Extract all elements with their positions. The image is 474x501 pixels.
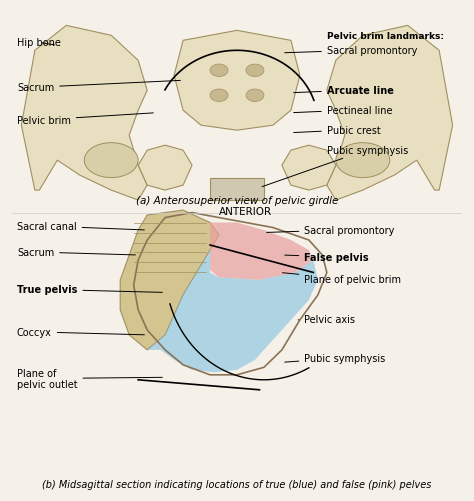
Polygon shape [210,223,313,281]
Polygon shape [327,26,453,201]
Bar [210,178,264,201]
Text: Coccyx: Coccyx [17,327,145,337]
Text: Plane of
pelvic outlet: Plane of pelvic outlet [17,368,163,389]
Ellipse shape [246,65,264,77]
Polygon shape [174,31,300,131]
Text: False pelvis: False pelvis [285,253,369,263]
Ellipse shape [336,143,390,178]
Ellipse shape [210,65,228,77]
Polygon shape [282,146,336,191]
Text: Pelvic brim: Pelvic brim [17,114,154,125]
Text: Sacrum: Sacrum [17,81,180,93]
Text: (b) Midsagittal section indicating locations of true (blue) and false (pink) pel: (b) Midsagittal section indicating locat… [42,479,432,489]
Ellipse shape [84,143,138,178]
Polygon shape [147,250,318,373]
Ellipse shape [246,90,264,102]
Text: Pubic symphysis: Pubic symphysis [285,353,386,363]
Text: ANTERIOR: ANTERIOR [219,206,273,216]
Text: True pelvis: True pelvis [17,285,163,295]
Text: Sacrum: Sacrum [17,247,136,258]
Polygon shape [138,146,192,191]
Text: Sacral promontory: Sacral promontory [267,225,395,235]
Text: Pelvic axis: Pelvic axis [298,315,356,325]
Text: Pubic crest: Pubic crest [294,125,381,135]
Text: Pubic symphysis: Pubic symphysis [262,145,408,187]
Text: Plane of pelvic brim: Plane of pelvic brim [283,273,401,285]
Ellipse shape [210,90,228,102]
Polygon shape [21,26,147,201]
Text: Arcuate line: Arcuate line [294,86,394,96]
Text: Pelvic brim landmarks:: Pelvic brim landmarks: [327,32,444,41]
Polygon shape [120,210,219,350]
Text: Sacral canal: Sacral canal [17,221,145,231]
Text: (a) Anterosuperior view of pelvic girdle: (a) Anterosuperior view of pelvic girdle [136,195,338,205]
Text: Hip bone: Hip bone [17,38,61,48]
Text: Pectineal line: Pectineal line [294,106,392,116]
Text: Sacral promontory: Sacral promontory [285,46,417,56]
